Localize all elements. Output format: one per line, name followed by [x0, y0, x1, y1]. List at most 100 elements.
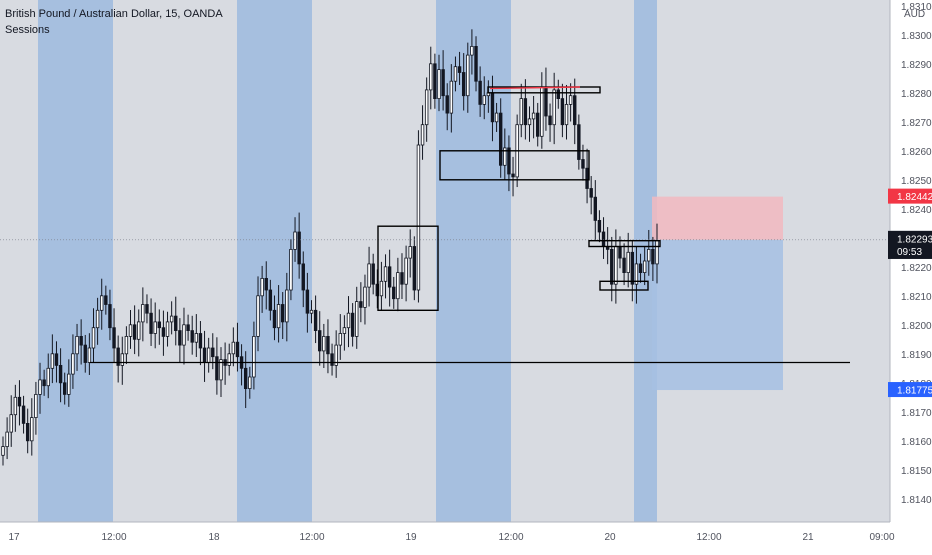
stop-price-label-text: 1.82442	[897, 192, 932, 203]
candle-body	[424, 89, 429, 126]
candle-body	[153, 321, 157, 334]
resistance-mark	[489, 86, 581, 90]
candle-body	[589, 188, 593, 198]
candle	[474, 36, 478, 92]
candle	[293, 217, 297, 262]
candle-body	[165, 321, 170, 337]
candle	[227, 343, 231, 376]
price-tick-label: 1.82800	[901, 89, 932, 100]
candle	[416, 130, 421, 303]
time-tick-label: 17	[8, 532, 20, 543]
candle-body	[511, 173, 515, 178]
candle	[58, 348, 63, 403]
candle-body	[30, 417, 34, 442]
candle-body	[498, 112, 503, 166]
candle-body	[190, 330, 194, 343]
candle	[21, 395, 26, 434]
candle	[280, 292, 285, 340]
candle-body	[182, 324, 186, 346]
time-tick-label: 12:00	[101, 532, 126, 543]
candle	[313, 295, 318, 344]
candle-body	[309, 309, 314, 314]
candle-body	[79, 335, 83, 346]
candle-body	[276, 304, 281, 329]
candle-body	[564, 104, 569, 126]
candle	[112, 308, 116, 363]
candle-body	[141, 304, 145, 323]
candle-body	[104, 295, 108, 305]
candle	[420, 105, 425, 160]
candle	[498, 98, 503, 178]
candle	[149, 298, 153, 346]
candle	[79, 319, 83, 365]
candle-body	[614, 246, 618, 285]
candle-body	[50, 353, 55, 369]
candle	[573, 78, 577, 145]
candle-body	[169, 315, 174, 323]
indicator-name[interactable]: Sessions	[5, 24, 50, 36]
candle-body	[638, 263, 643, 273]
time-tick-label: 12:00	[696, 532, 721, 543]
candle	[297, 212, 301, 279]
candle-body	[494, 112, 499, 123]
candle-body	[227, 353, 231, 366]
candle-body	[367, 263, 371, 288]
price-axis-bg	[890, 0, 932, 550]
candle-body	[17, 396, 22, 407]
candle-body	[149, 312, 153, 334]
drawings-layer	[0, 86, 890, 364]
candle-body	[34, 393, 38, 418]
candle	[182, 307, 186, 365]
candle	[215, 337, 219, 395]
candle	[161, 310, 166, 356]
candle	[408, 229, 412, 278]
candle	[260, 265, 264, 313]
chart-title: British Pound / Australian Dollar, 15, O…	[5, 8, 223, 20]
candle	[523, 79, 528, 140]
candle-body	[145, 304, 149, 314]
candle-body	[622, 257, 626, 274]
candle-body	[25, 422, 30, 442]
candle-body	[433, 63, 437, 99]
risk-zone	[652, 196, 783, 240]
candle-body	[5, 431, 9, 448]
candle	[383, 254, 388, 299]
candle	[87, 333, 92, 375]
candle	[120, 336, 124, 385]
candle	[104, 285, 108, 315]
candle-body	[523, 98, 528, 126]
time-tick-label: 18	[208, 532, 220, 543]
candle-body	[13, 396, 18, 416]
candle-body	[268, 289, 273, 311]
candle-body	[174, 315, 178, 332]
candle	[256, 276, 260, 352]
candle	[626, 232, 630, 288]
candle-body	[293, 231, 297, 250]
candle	[379, 261, 384, 311]
candle-body	[585, 167, 589, 189]
candle	[482, 76, 486, 120]
candle	[211, 333, 215, 370]
candle	[95, 297, 100, 345]
candle	[507, 135, 511, 192]
candle-body	[429, 63, 433, 91]
stop-price-label-bg	[888, 188, 932, 204]
candle	[318, 311, 322, 366]
price-tick-label: 1.83100	[901, 2, 932, 13]
candle-body	[573, 95, 577, 126]
candle	[38, 362, 42, 414]
candle-body	[408, 246, 412, 259]
candle	[622, 243, 626, 286]
target-price-label-bg	[888, 382, 932, 398]
position-zones	[652, 196, 783, 391]
candle	[363, 274, 367, 325]
candle	[124, 326, 129, 364]
candle-body	[256, 295, 260, 337]
candle-body	[478, 80, 482, 105]
current-price-label-bg	[888, 230, 932, 259]
candle-body	[527, 118, 532, 126]
candle-body	[124, 335, 129, 355]
time-tick-label: 20	[604, 532, 616, 543]
